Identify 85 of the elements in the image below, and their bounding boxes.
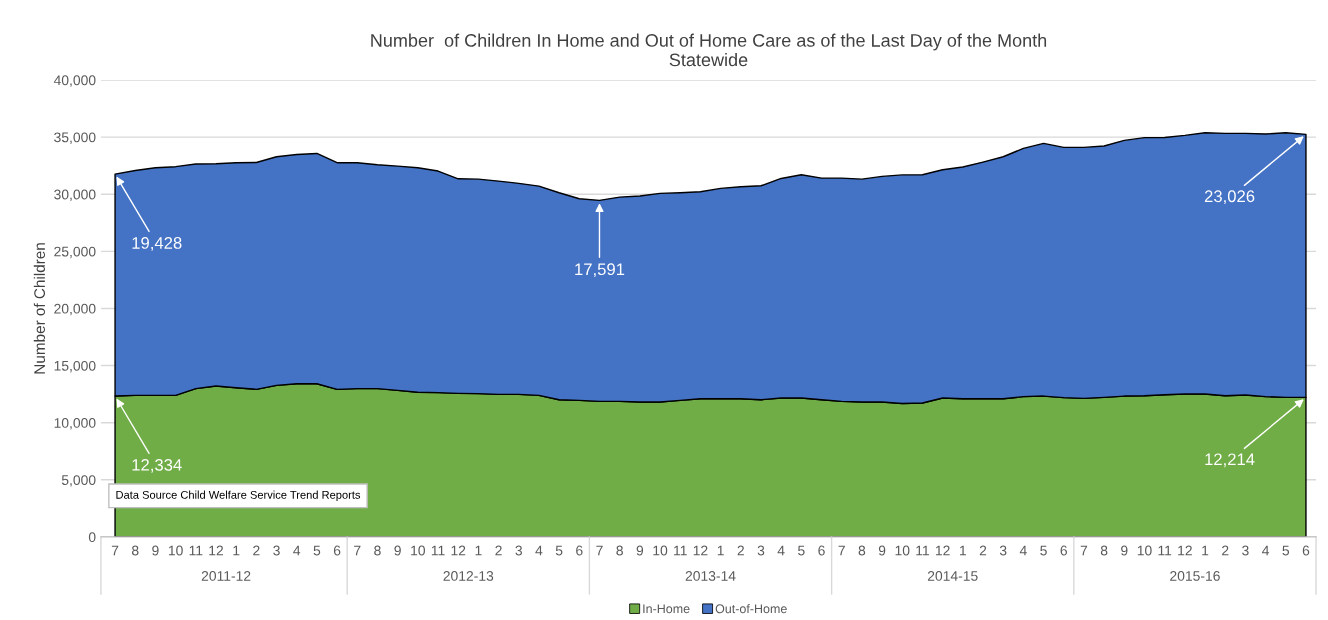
x-tick-label: 1 [960, 545, 966, 556]
x-tick-label: 6 [333, 545, 341, 556]
data-label: 12,214 [1205, 453, 1255, 468]
x-tick-label: 1 [717, 545, 724, 556]
x-tick-label: 12 [935, 545, 950, 556]
x-tick-label: 12 [451, 545, 466, 556]
x-tick-label: 4 [293, 545, 301, 556]
x-tick-label: 6 [1060, 545, 1067, 556]
x-tick-label: 5 [313, 545, 321, 556]
chart-subtitle: Statewide [669, 53, 748, 67]
x-tick-label: 7 [354, 545, 361, 556]
y-tick-label: 35,000 [54, 132, 96, 144]
x-tick-label: 10 [411, 545, 426, 556]
y-tick-label: 0 [88, 532, 96, 543]
text: 2014-15 [927, 571, 978, 581]
x-tick-label: 1 [1202, 545, 1209, 556]
x-tick-label: 8 [131, 545, 139, 556]
x-tick-label: 2 [1222, 545, 1229, 556]
x-tick-label: 4 [1019, 545, 1027, 556]
x-tick-label: 7 [838, 545, 845, 556]
x-tick-label: 6 [818, 545, 825, 556]
data-label: 12,334 [132, 458, 182, 473]
x-tick-label: 11 [1158, 545, 1172, 556]
x-tick-label: 12 [1178, 545, 1192, 556]
y-tick-label: 40,000 [53, 75, 96, 87]
x-tick-label: 1 [475, 545, 482, 556]
text: 2012-13 [443, 571, 494, 581]
x-tick-label: 10 [1137, 545, 1152, 556]
x-tick-label: 3 [515, 545, 522, 556]
x-tick-label: 5 [1040, 545, 1047, 556]
x-tick-label: 4 [535, 545, 543, 556]
x-tick-label: 3 [273, 545, 280, 556]
x-tick-label: 10 [168, 545, 183, 556]
x-tick-label: 8 [616, 545, 623, 556]
data-label: 23,026 [1204, 190, 1255, 205]
x-tick-label: 5 [555, 545, 563, 556]
x-tick-label: 7 [1080, 545, 1088, 556]
legend-label: In-Home [643, 604, 690, 614]
x-tick-label: 2 [979, 545, 987, 556]
data-label: 19,428 [132, 237, 182, 251]
x-tick-label: 10 [895, 545, 910, 556]
x-tick-label: 3 [757, 545, 765, 556]
x-tick-label: 9 [394, 545, 401, 556]
x-tick-label: 2 [737, 545, 744, 556]
x-tick-label: 8 [374, 545, 381, 556]
y-tick-label: 10,000 [54, 418, 96, 430]
x-tick-label: 1 [233, 545, 240, 556]
y-tick-label: 25,000 [54, 246, 96, 259]
x-tick-label: 9 [878, 545, 886, 556]
y-tick-label: 5,000 [61, 475, 96, 487]
data-label: 17,591 [575, 263, 625, 278]
x-tick-label: 7 [111, 545, 119, 556]
text: 2011-12 [201, 571, 251, 581]
x-tick-label: 5 [1282, 545, 1290, 556]
x-tick-label: 4 [777, 545, 785, 556]
x-tick-label: 12 [693, 545, 708, 556]
x-tick-label: 11 [916, 545, 929, 556]
y-tick-label: 20,000 [54, 303, 96, 316]
x-tick-label: 2 [253, 545, 260, 556]
text: 2013-14 [685, 571, 736, 581]
x-tick-label: 11 [431, 545, 445, 556]
text: 2015-16 [1170, 571, 1220, 581]
chart-title: Number of Children In Home and Out of Home Care as of the Last Day of the Month [371, 33, 1047, 51]
x-tick-label: 3 [999, 545, 1007, 556]
x-tick-label: 11 [674, 545, 687, 556]
x-tick-label: 9 [636, 545, 644, 556]
x-tick-label: 8 [1100, 545, 1108, 556]
x-tick-label: 2 [495, 545, 502, 556]
x-tick-label: 7 [596, 545, 603, 556]
x-tick-label: 3 [1242, 545, 1249, 556]
x-tick-label: 11 [189, 545, 203, 556]
x-tick-label: 6 [576, 545, 583, 556]
x-tick-label: 4 [1262, 545, 1270, 556]
y-axis-title: Number of Children [33, 243, 46, 374]
x-tick-label: 5 [798, 545, 805, 556]
y-tick-label: 30,000 [54, 189, 96, 202]
annotation: Data Source Child Welfare Service Trend Reports [116, 490, 361, 501]
x-tick-label: 6 [1302, 545, 1310, 556]
x-tick-label: 8 [858, 545, 866, 556]
legend-label: Out-of-Home [715, 604, 787, 614]
x-tick-label: 9 [1121, 545, 1128, 556]
x-tick-label: 9 [152, 545, 159, 556]
y-tick-label: 15,000 [54, 360, 96, 373]
x-tick-label: 10 [653, 545, 668, 556]
x-tick-label: 12 [209, 545, 224, 556]
